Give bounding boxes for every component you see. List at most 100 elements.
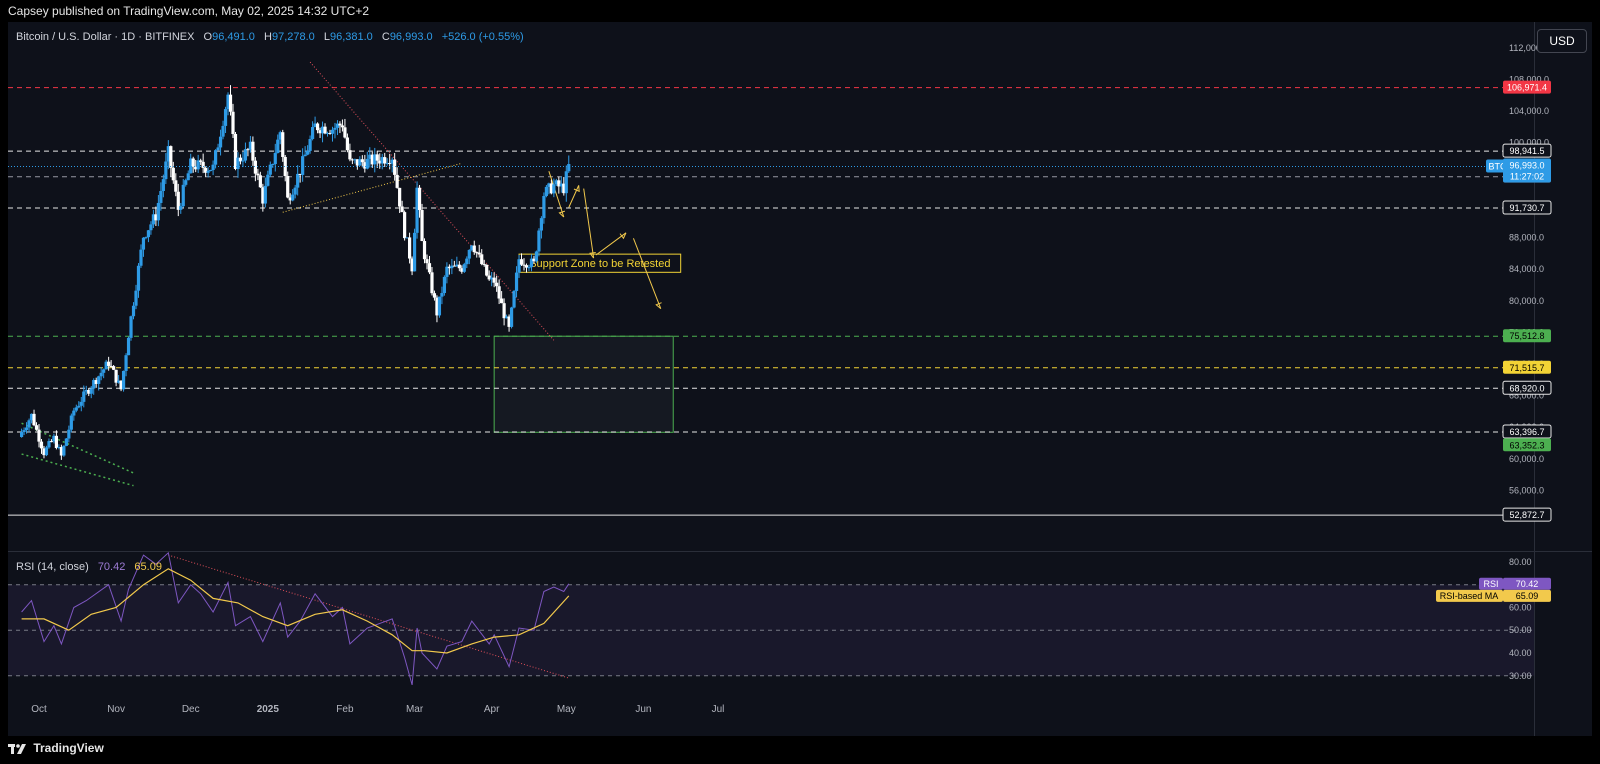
candle-body	[233, 133, 238, 169]
candle-body	[67, 429, 71, 439]
candle-body	[171, 167, 175, 181]
projection-arrowhead	[573, 185, 580, 193]
candle-body	[181, 184, 185, 207]
projection-arrowhead	[558, 210, 566, 218]
candle-body	[320, 126, 325, 134]
candle-body	[554, 180, 558, 185]
candle-body	[348, 150, 352, 160]
level-price-tag	[1502, 143, 1552, 158]
candle-body	[500, 298, 504, 304]
candle-body	[268, 164, 272, 175]
candle-body	[477, 252, 481, 255]
ohlc-open-key: O	[203, 31, 213, 43]
chart-pane[interactable]	[8, 22, 1592, 736]
candle-body	[355, 159, 359, 166]
candle-body	[189, 158, 193, 174]
candle-body	[395, 174, 399, 188]
rsi-tick-label: 50.00	[1509, 625, 1532, 635]
candle-body	[42, 448, 46, 456]
pane-separator[interactable]	[8, 551, 1592, 552]
time-tick-label: 2025	[257, 704, 280, 715]
candle-body	[564, 171, 568, 194]
ohlc-low-key: L	[323, 31, 330, 43]
candle-body	[238, 157, 243, 162]
candle-body	[184, 180, 188, 185]
price-tick-label: 88,000.0	[1509, 233, 1544, 243]
candle-body	[271, 164, 275, 166]
candle-body	[345, 137, 350, 151]
rising-trendline	[282, 162, 462, 213]
candle-body	[221, 125, 225, 137]
candle-body	[385, 162, 389, 164]
candle-body	[134, 290, 138, 306]
symbol-title: Bitcoin / U.S. Dollar · 1D · BITFINEX	[16, 31, 195, 43]
candle-body	[84, 390, 88, 392]
candle-body	[29, 413, 34, 421]
candle-body	[390, 159, 394, 164]
candle-body	[547, 183, 551, 187]
candle-body	[139, 249, 143, 266]
candle-body	[398, 187, 402, 207]
level-price-tag	[1503, 438, 1551, 452]
level-price-label: 63,396.7	[1509, 427, 1544, 437]
candle-body	[557, 180, 561, 187]
candle-body	[206, 170, 210, 173]
price-tick-label: 56,000.0	[1509, 485, 1544, 495]
candle-body	[164, 161, 168, 180]
candle-body	[256, 173, 260, 176]
rsi-ma-name-tag-bg	[1436, 589, 1503, 602]
candle-body	[350, 159, 354, 161]
candle-body	[490, 277, 494, 280]
candle-body	[126, 337, 131, 356]
candle-body	[176, 191, 180, 210]
candle-body	[228, 94, 233, 112]
candle-body	[452, 265, 456, 267]
candle-body	[427, 263, 432, 273]
candle-body	[368, 154, 372, 159]
candle-body	[131, 305, 136, 317]
candle-body	[104, 361, 108, 370]
candle-body	[186, 173, 190, 181]
candle-body	[425, 259, 429, 264]
candle-body	[301, 156, 305, 175]
candle-body	[378, 160, 382, 164]
candle-body	[442, 276, 447, 294]
price-tick-label: 100,000.0	[1509, 138, 1549, 148]
candle-body	[19, 432, 24, 438]
level-price-label: 106,971.4	[1507, 83, 1547, 93]
candle-body	[527, 267, 531, 269]
candle-body	[472, 245, 476, 253]
candle-body	[146, 230, 151, 238]
candle-body	[291, 194, 295, 201]
candle-body	[532, 258, 536, 262]
projection-arrow	[548, 171, 565, 218]
candle-body	[340, 125, 345, 128]
candle-body	[504, 316, 509, 319]
candle-body	[216, 147, 220, 151]
candle-body	[283, 156, 287, 177]
candle-body	[69, 415, 73, 430]
candle-body	[323, 126, 327, 134]
candle-body	[196, 160, 200, 170]
candle-body	[276, 139, 280, 154]
candle-body	[338, 123, 342, 126]
candle-body	[544, 186, 548, 196]
candle-body	[388, 162, 392, 164]
price-tick-label: 68,000.0	[1509, 391, 1544, 401]
candle-body	[89, 388, 93, 394]
candle-body	[82, 391, 86, 402]
candle-body	[209, 170, 213, 172]
candle-body	[204, 167, 208, 173]
candle-body	[567, 164, 571, 172]
projection-arrow	[568, 185, 580, 208]
candle-body	[343, 127, 347, 138]
candle-body	[57, 447, 61, 449]
candle-body	[99, 372, 103, 377]
currency-button[interactable]: USD	[1537, 29, 1587, 53]
candle-body	[62, 445, 66, 456]
candle-body	[211, 164, 215, 171]
candle-body	[308, 139, 312, 151]
candle-body	[440, 293, 444, 297]
candle-body	[445, 266, 449, 277]
